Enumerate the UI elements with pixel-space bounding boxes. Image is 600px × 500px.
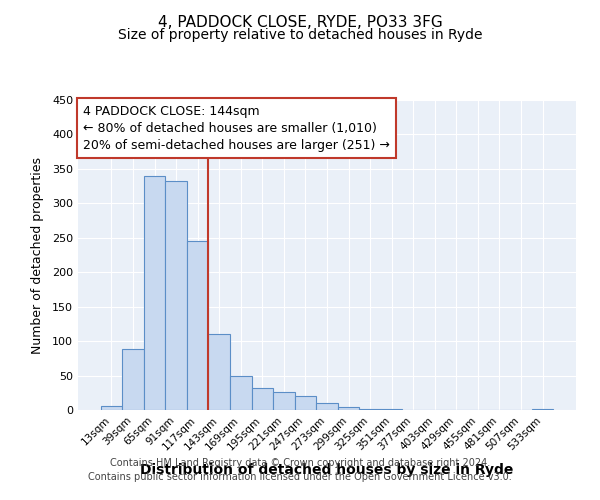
Bar	[122, 350, 144, 410]
Bar	[338, 406, 359, 410]
Bar	[230, 376, 251, 410]
X-axis label: Distribution of detached houses by size in Ryde: Distribution of detached houses by size …	[140, 463, 514, 477]
Bar	[208, 334, 230, 410]
Text: Contains HM Land Registry data © Crown copyright and database right 2024.: Contains HM Land Registry data © Crown c…	[110, 458, 490, 468]
Bar	[101, 406, 122, 410]
Bar	[316, 403, 338, 410]
Bar	[295, 396, 316, 410]
Bar	[251, 388, 273, 410]
Bar	[144, 176, 166, 410]
Bar	[166, 180, 187, 410]
Text: Size of property relative to detached houses in Ryde: Size of property relative to detached ho…	[118, 28, 482, 42]
Text: Contains public sector information licensed under the Open Government Licence v3: Contains public sector information licen…	[88, 472, 512, 482]
Text: 4, PADDOCK CLOSE, RYDE, PO33 3FG: 4, PADDOCK CLOSE, RYDE, PO33 3FG	[158, 15, 442, 30]
Y-axis label: Number of detached properties: Number of detached properties	[31, 156, 44, 354]
Bar	[187, 240, 208, 410]
Text: 4 PADDOCK CLOSE: 144sqm
← 80% of detached houses are smaller (1,010)
20% of semi: 4 PADDOCK CLOSE: 144sqm ← 80% of detache…	[83, 104, 390, 152]
Bar	[273, 392, 295, 410]
